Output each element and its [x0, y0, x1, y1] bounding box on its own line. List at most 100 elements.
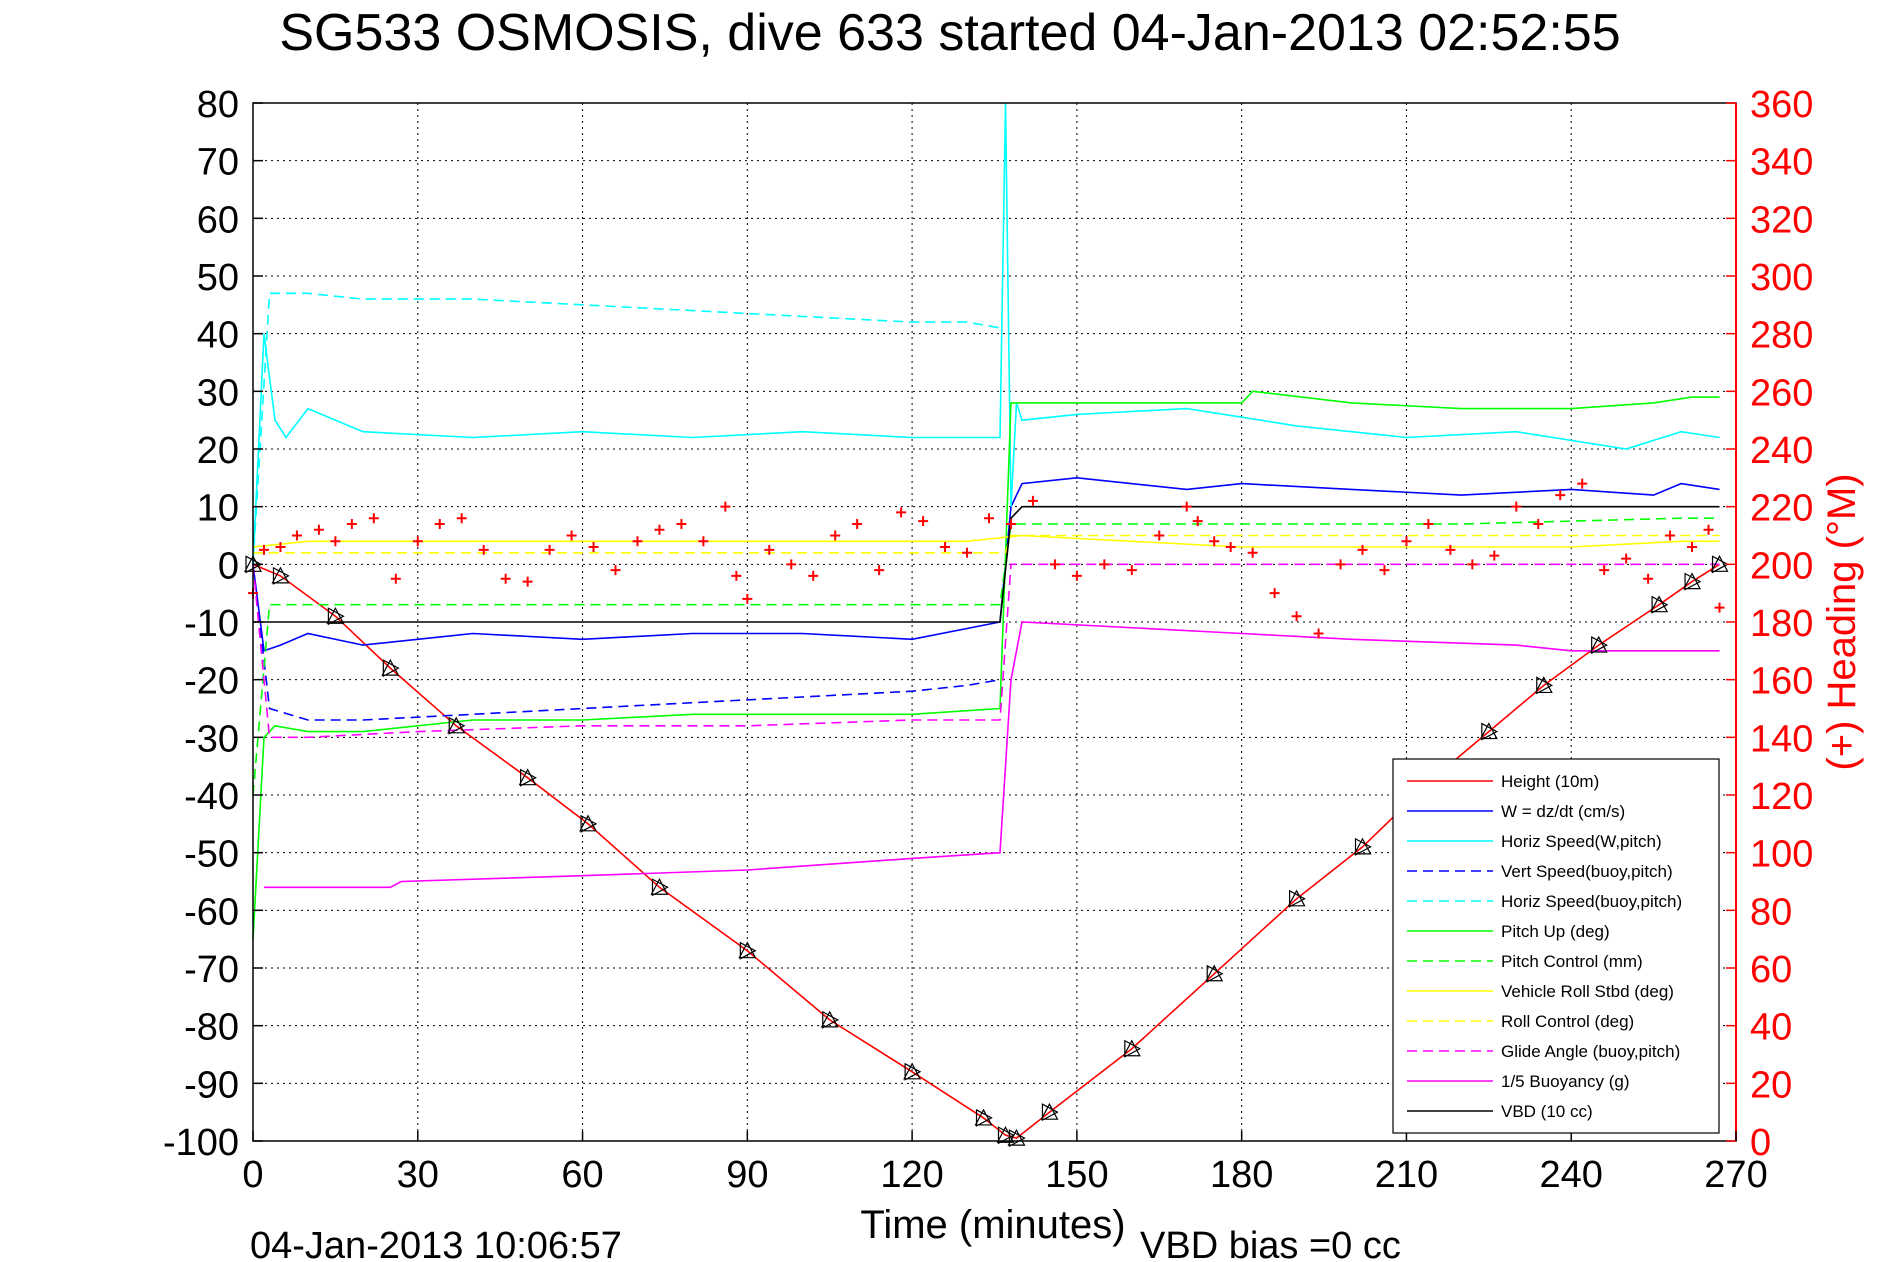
heading-point	[258, 544, 269, 555]
left-axis: 80 70 60 50 40 30 20 10 0 -10 -20 -30 -40 -50 -60 -70 -8…	[163, 84, 263, 1164]
heading-point	[1423, 518, 1434, 529]
heading-point	[940, 542, 951, 553]
heading-point	[1181, 501, 1192, 512]
right-tick-label: 140	[1750, 718, 1813, 760]
heading-point	[434, 518, 445, 529]
x-tick-label: 60	[561, 1154, 603, 1196]
legend-label: VBD (10 cc)	[1501, 1102, 1593, 1121]
x-tick-label: 150	[1045, 1154, 1108, 1196]
right-tick-label: 340	[1750, 142, 1813, 184]
legend-label: Horiz Speed(buoy,pitch)	[1501, 892, 1682, 911]
heading-point	[1247, 547, 1258, 558]
right-tick-label: 280	[1750, 315, 1813, 357]
heading-point	[731, 570, 742, 581]
left-tick-label: 10	[197, 488, 239, 530]
legend-label: Glide Angle (buoy,pitch)	[1501, 1042, 1680, 1061]
height-marker	[1589, 635, 1608, 655]
heading-point	[390, 573, 401, 584]
heading-point	[1192, 516, 1203, 527]
heading-point	[1533, 518, 1544, 529]
heading-point	[1357, 544, 1368, 555]
heading-point	[676, 518, 687, 529]
legend-label: Height (10m)	[1501, 772, 1599, 791]
heading-point	[1126, 565, 1137, 576]
right-axis-label: (+) Heading (°M)	[1820, 473, 1864, 770]
legend-label: 1/5 Buoyancy (g)	[1501, 1072, 1630, 1091]
heading-point	[852, 518, 863, 529]
right-tick-label: 120	[1750, 776, 1813, 818]
footer-timestamp: 04-Jan-2013 10:06:57	[250, 1225, 622, 1262]
height-marker	[1287, 889, 1306, 908]
height-marker	[1650, 595, 1669, 614]
series-line	[252, 534, 1720, 548]
heading-point	[1467, 559, 1478, 570]
right-tick-label: 100	[1750, 834, 1813, 876]
heading-point	[1099, 559, 1110, 570]
legend-label: Roll Control (deg)	[1501, 1012, 1634, 1031]
heading-point	[588, 542, 599, 553]
legend: Height (10m) W = dz/dt (cm/s) Horiz Speed(…	[1392, 758, 1720, 1134]
heading-point	[654, 524, 665, 535]
heading-point	[698, 536, 709, 547]
heading-point	[1209, 536, 1220, 547]
x-tick-label: 240	[1540, 1154, 1603, 1196]
heading-point	[500, 573, 511, 584]
left-tick-label: 60	[197, 199, 239, 241]
x-tick-label: 0	[242, 1154, 263, 1196]
series-layer	[252, 102, 1720, 1139]
series-line	[253, 534, 1720, 554]
right-axis: 3603403203002802602402202001801601401201…	[1726, 84, 1813, 1164]
height-triangle-markers	[244, 555, 1729, 1148]
legend-label: Pitch Control (mm)	[1501, 952, 1643, 971]
height-marker	[579, 814, 598, 833]
heading-point	[291, 530, 302, 541]
series-line	[252, 292, 1001, 565]
right-tick-label: 260	[1750, 372, 1813, 414]
heading-point	[632, 536, 643, 547]
heading-point	[1225, 542, 1236, 553]
heading-point	[1599, 565, 1610, 576]
heading-point	[962, 547, 973, 558]
chart-title: SG533 OSMOSIS, dive 633 started 04-Jan-2…	[279, 4, 1620, 62]
series-line	[252, 564, 1001, 721]
heading-point	[874, 565, 885, 576]
right-tick-label: 300	[1750, 257, 1813, 299]
heading-point	[456, 513, 467, 524]
footer-vbd-bias: VBD bias =0 cc	[1140, 1225, 1401, 1262]
heading-point	[1049, 559, 1060, 570]
height-marker	[271, 566, 290, 585]
heading-point	[1511, 501, 1522, 512]
left-tick-label: -30	[184, 718, 239, 760]
heading-point	[764, 544, 775, 555]
left-tick-label: 50	[197, 257, 239, 299]
heading-point	[1071, 570, 1082, 581]
heading-point	[1027, 495, 1038, 506]
right-tick-label: 20	[1750, 1064, 1792, 1106]
heading-point	[478, 544, 489, 555]
heading-point	[1445, 544, 1456, 555]
heading-point	[610, 565, 621, 576]
heading-point	[522, 576, 533, 587]
heading-point	[1621, 553, 1632, 564]
heading-point	[1005, 518, 1016, 529]
right-tick-label: 200	[1750, 545, 1813, 587]
height-marker	[326, 606, 345, 626]
series-line	[252, 102, 1720, 565]
height-marker	[1353, 837, 1372, 856]
x-tick-label: 270	[1704, 1154, 1767, 1196]
heading-point	[412, 536, 423, 547]
heading-point	[720, 501, 731, 512]
legend-label: Pitch Up (deg)	[1501, 922, 1610, 941]
heading-point	[368, 513, 379, 524]
heading-point	[313, 524, 324, 535]
right-tick-label: 80	[1750, 891, 1792, 933]
left-tick-label: -100	[163, 1122, 239, 1164]
left-tick-label: 20	[197, 430, 239, 472]
x-tick-label: 210	[1375, 1154, 1438, 1196]
heading-point	[1489, 550, 1500, 561]
heading-point	[544, 544, 555, 555]
right-tick-label: 180	[1750, 603, 1813, 645]
series-line	[252, 390, 1720, 940]
heading-point	[786, 559, 797, 570]
right-tick-label: 160	[1750, 661, 1813, 703]
